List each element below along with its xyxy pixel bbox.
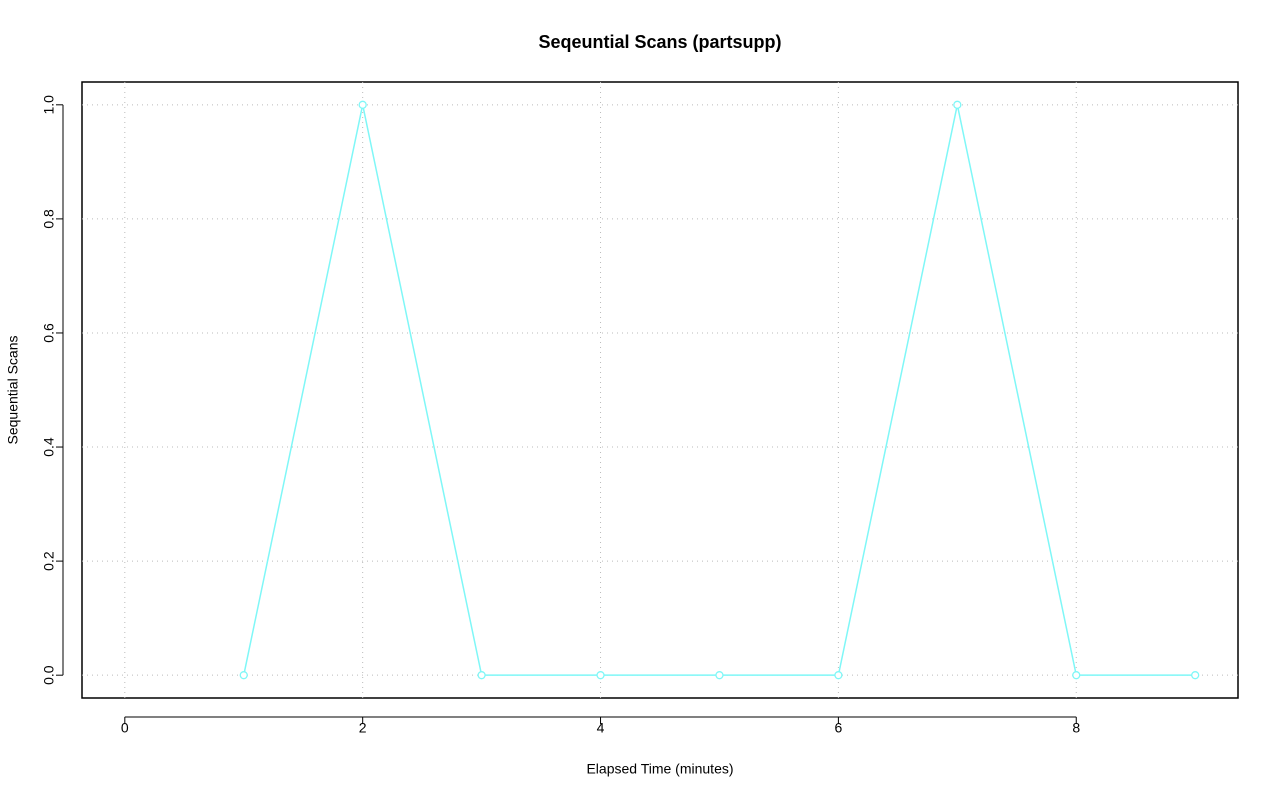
y-tick-label: 0.0: [41, 665, 57, 685]
data-point: [358, 100, 367, 109]
data-point: [715, 671, 724, 680]
data-point: [239, 671, 248, 680]
y-axis-label: Sequential Scans: [5, 336, 21, 445]
x-tick-label: 4: [597, 720, 605, 736]
y-tick-label: 0.8: [41, 209, 57, 229]
data-point: [1072, 671, 1081, 680]
y-tick-label: 0.4: [41, 437, 57, 457]
x-axis-label: Elapsed Time (minutes): [586, 761, 733, 777]
data-point: [1191, 671, 1200, 680]
data-point: [953, 100, 962, 109]
plot-frame: [81, 81, 1239, 699]
x-tick-label: 0: [121, 720, 129, 736]
y-tick-label: 0.2: [41, 551, 57, 571]
data-point: [477, 671, 486, 680]
series-line: [243, 104, 1196, 676]
data-point: [596, 671, 605, 680]
x-tick-label: 6: [834, 720, 842, 736]
y-tick-label: 0.6: [41, 323, 57, 343]
data-point: [834, 671, 843, 680]
chart-title: Seqeuntial Scans (partsupp): [538, 32, 781, 52]
x-tick-label: 2: [359, 720, 367, 736]
y-tick-label: 1.0: [41, 95, 57, 115]
x-tick-label: 8: [1072, 720, 1080, 736]
